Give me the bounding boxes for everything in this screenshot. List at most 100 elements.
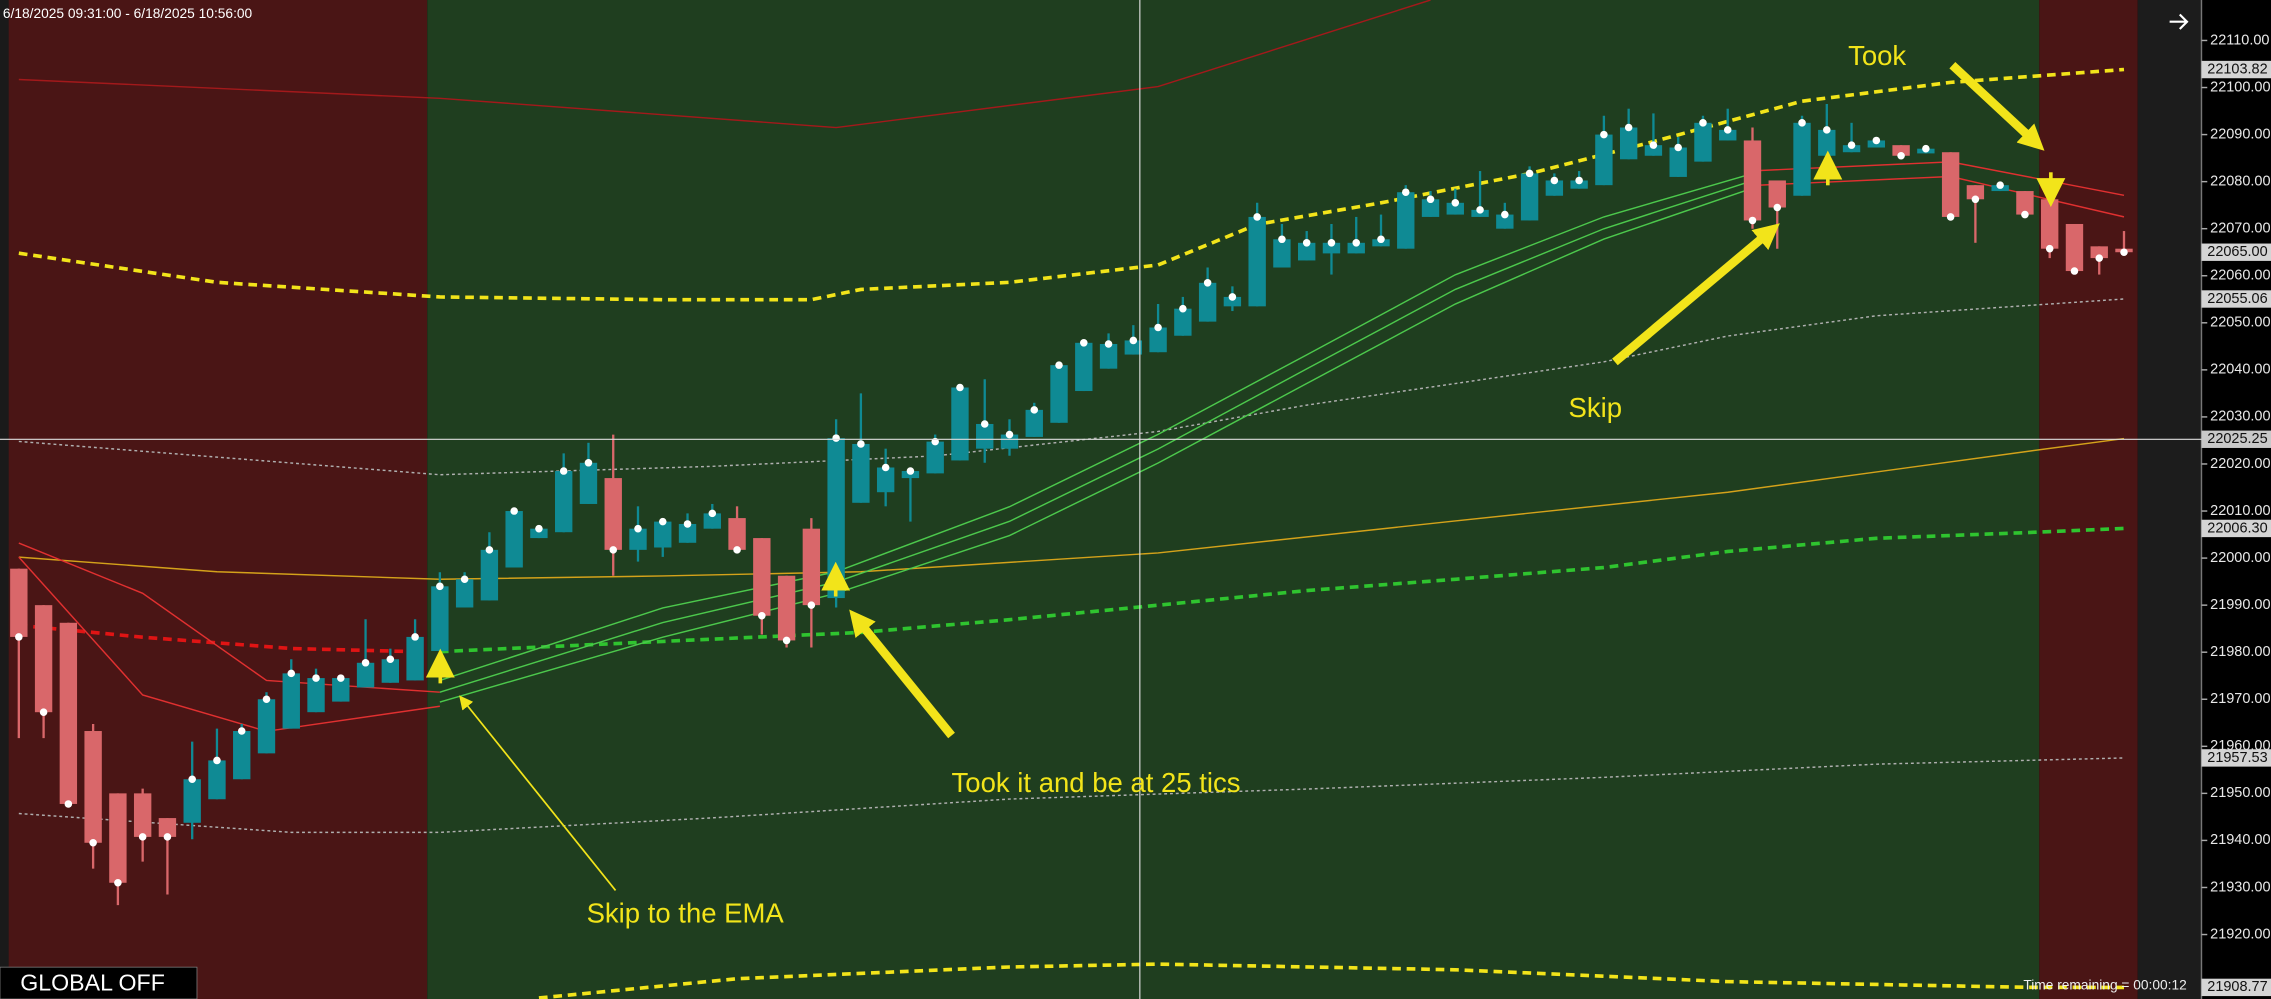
candle-body [678,523,697,543]
session-shade [427,0,2040,999]
candle-body [1446,202,1464,215]
y-tick-label: 22110.00 [2210,32,2269,48]
candle-body [59,622,78,804]
candle-body [1694,122,1712,162]
candle-body [1421,199,1440,217]
candle-body [976,423,994,449]
annotation: Skip [1569,392,1623,423]
global-button[interactable] [0,966,198,999]
candle-body [1892,145,1910,156]
close-dot [436,582,444,591]
close-dot [708,509,717,518]
close-dot [1302,239,1311,247]
close-dot [1179,304,1187,313]
price-marker [2201,749,2271,767]
price-marker [2201,519,2271,538]
y-tick-label: 22010.00 [2210,503,2270,519]
annotation: Took [1848,40,1906,71]
close-dot [411,633,419,641]
y-tick-label: 21920.00 [2210,926,2270,942]
close-dot [2045,244,2054,253]
indicator-line [18,0,1431,129]
close-dot [832,434,840,442]
close-dot [1377,235,1385,244]
candle-body [307,678,325,713]
close-dot [733,546,741,554]
close-dot [1501,210,1509,219]
close-dot [1104,340,1113,348]
close-dot [1823,126,1831,134]
global-status[interactable]: GLOBAL OFF [20,970,165,996]
price-marker-label: 22025.25 [2207,431,2267,447]
candle-body [629,528,647,550]
indicator-line [18,437,2125,580]
close-dot [980,420,989,428]
y-tick-label: 21950.00 [2210,785,2270,801]
candle-body [753,538,771,616]
arrows [425,61,2066,891]
close-dot [1798,119,1806,127]
candle-body [1347,242,1365,254]
close-dot [188,775,196,784]
candle-body [1000,434,1019,449]
session-shade [2039,0,2138,999]
close-dot [1278,235,1286,244]
indicator-line [18,556,440,733]
close-dot [460,575,469,584]
close-dot [1600,130,1608,139]
close-dot [584,459,593,467]
close-dot [1253,213,1261,221]
candle-body [480,549,499,601]
close-dot [312,674,320,682]
candle-body [703,513,721,529]
indicator-line [439,187,1753,703]
close-dot [1154,323,1162,332]
candle-body [1050,365,1068,423]
price-marker-label: 22055.06 [2207,291,2267,307]
candle-body [1273,239,1291,268]
candle-body [1124,340,1143,355]
candle-body [2016,191,2034,215]
close-dot [1575,176,1583,185]
y-tick-label: 22040.00 [2210,362,2270,378]
y-tick-label: 22050.00 [2210,315,2270,331]
close-dot [163,833,172,841]
price-marker-label: 21957.53 [2207,750,2267,766]
close-dot [1996,181,2004,189]
candle-body [1322,242,1341,254]
candle-body [1768,180,1786,208]
price-marker [2201,60,2271,79]
date-range: 6/18/2025 09:31:00 - 6/18/2025 10:56:00 [3,6,253,21]
close-dot [1129,336,1138,345]
arrow-button[interactable] [2169,13,2189,30]
candle-body [356,662,375,688]
y-tick-label: 21930.00 [2210,879,2270,895]
y-tick-label: 22100.00 [2210,79,2270,95]
close-dot [1773,203,1782,212]
candle-body [852,443,870,503]
close-dot [1624,123,1633,132]
close-dot [1971,195,1980,204]
price-marker-label: 22006.30 [2207,520,2267,536]
price-marker [2201,243,2271,261]
indicator-line [18,542,440,693]
close-dot [114,879,122,887]
candle-body [84,731,102,843]
candle-body [654,521,672,548]
candle-body [10,568,28,637]
candle-body [257,699,276,754]
close-dot [1055,361,1063,369]
close-dot [881,463,890,472]
candle-body [1644,145,1663,156]
close-dot [1525,169,1534,178]
arrow [1612,223,1780,366]
candle-body [233,731,251,780]
y-tick-label: 22070.00 [2210,221,2270,237]
candle-body [1669,147,1687,177]
candle-body [802,528,821,606]
close-dot [1080,339,1088,347]
close-dot [15,633,23,641]
candle-body [777,575,796,641]
annotation: Skip to the EMA [587,897,785,928]
y-tick-label: 22000.00 [2210,550,2270,566]
